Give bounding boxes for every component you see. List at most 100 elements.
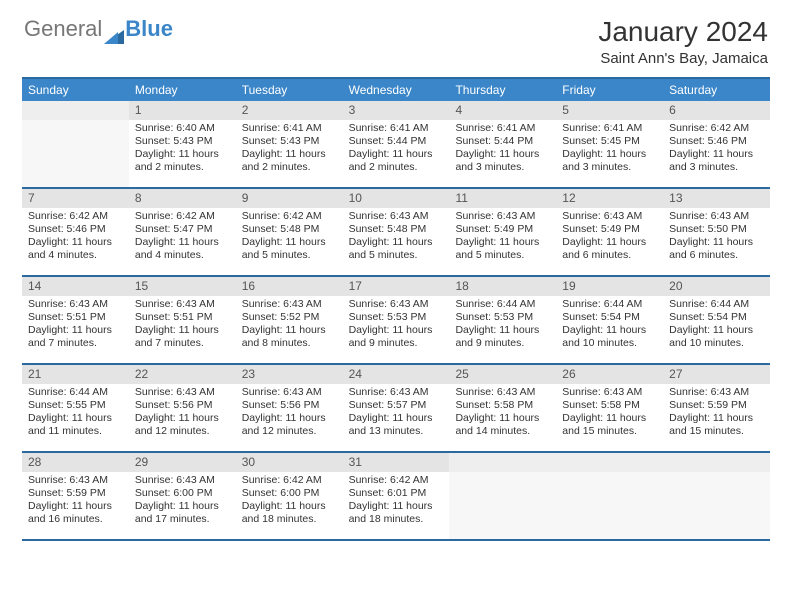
day-cell: 24Sunrise: 6:43 AMSunset: 5:57 PMDayligh… — [343, 365, 450, 451]
day-cell: 15Sunrise: 6:43 AMSunset: 5:51 PMDayligh… — [129, 277, 236, 363]
sunset-text: Sunset: 5:56 PM — [242, 399, 337, 412]
weekday-mon: Monday — [129, 79, 236, 101]
sunrise-text: Sunrise: 6:43 AM — [669, 210, 764, 223]
day-number: 5 — [556, 101, 663, 120]
day-cell: 10Sunrise: 6:43 AMSunset: 5:48 PMDayligh… — [343, 189, 450, 275]
day-number: 4 — [449, 101, 556, 120]
daylight-text: Daylight: 11 hours and 9 minutes. — [349, 324, 444, 350]
logo-sail-icon — [104, 24, 124, 38]
title-block: January 2024 Saint Ann's Bay, Jamaica — [598, 16, 768, 67]
day-cell: 29Sunrise: 6:43 AMSunset: 6:00 PMDayligh… — [129, 453, 236, 539]
sunrise-text: Sunrise: 6:43 AM — [349, 298, 444, 311]
sunrise-text: Sunrise: 6:43 AM — [349, 210, 444, 223]
day-number: 15 — [129, 277, 236, 296]
day-number — [449, 453, 556, 472]
daylight-text: Daylight: 11 hours and 3 minutes. — [562, 148, 657, 174]
location-label: Saint Ann's Bay, Jamaica — [598, 50, 768, 67]
day-body: Sunrise: 6:43 AMSunset: 5:49 PMDaylight:… — [449, 208, 556, 267]
day-number: 27 — [663, 365, 770, 384]
day-cell: 9Sunrise: 6:42 AMSunset: 5:48 PMDaylight… — [236, 189, 343, 275]
day-body: Sunrise: 6:42 AMSunset: 5:46 PMDaylight:… — [663, 120, 770, 179]
day-number: 23 — [236, 365, 343, 384]
sunset-text: Sunset: 5:47 PM — [135, 223, 230, 236]
sunrise-text: Sunrise: 6:41 AM — [562, 122, 657, 135]
sunset-text: Sunset: 5:46 PM — [28, 223, 123, 236]
sunset-text: Sunset: 5:59 PM — [28, 487, 123, 500]
sunrise-text: Sunrise: 6:43 AM — [28, 298, 123, 311]
day-number: 30 — [236, 453, 343, 472]
sunrise-text: Sunrise: 6:41 AM — [349, 122, 444, 135]
day-cell: 6Sunrise: 6:42 AMSunset: 5:46 PMDaylight… — [663, 101, 770, 187]
daylight-text: Daylight: 11 hours and 5 minutes. — [242, 236, 337, 262]
calendar-grid: 1Sunrise: 6:40 AMSunset: 5:43 PMDaylight… — [22, 101, 770, 541]
day-cell: 4Sunrise: 6:41 AMSunset: 5:44 PMDaylight… — [449, 101, 556, 187]
sunset-text: Sunset: 6:00 PM — [135, 487, 230, 500]
week-row: 28Sunrise: 6:43 AMSunset: 5:59 PMDayligh… — [22, 453, 770, 541]
sunset-text: Sunset: 5:49 PM — [562, 223, 657, 236]
day-number: 7 — [22, 189, 129, 208]
day-number: 21 — [22, 365, 129, 384]
day-cell: 3Sunrise: 6:41 AMSunset: 5:44 PMDaylight… — [343, 101, 450, 187]
sunset-text: Sunset: 5:54 PM — [562, 311, 657, 324]
daylight-text: Daylight: 11 hours and 4 minutes. — [28, 236, 123, 262]
sunset-text: Sunset: 5:59 PM — [669, 399, 764, 412]
day-body: Sunrise: 6:42 AMSunset: 5:46 PMDaylight:… — [22, 208, 129, 267]
day-number: 19 — [556, 277, 663, 296]
day-body: Sunrise: 6:43 AMSunset: 5:56 PMDaylight:… — [236, 384, 343, 443]
daylight-text: Daylight: 11 hours and 4 minutes. — [135, 236, 230, 262]
logo-text-2: Blue — [125, 16, 173, 42]
empty-cell — [663, 453, 770, 539]
sunset-text: Sunset: 5:44 PM — [349, 135, 444, 148]
day-number: 28 — [22, 453, 129, 472]
sunrise-text: Sunrise: 6:43 AM — [242, 386, 337, 399]
sunrise-text: Sunrise: 6:42 AM — [242, 210, 337, 223]
weekday-tue: Tuesday — [236, 79, 343, 101]
day-body: Sunrise: 6:43 AMSunset: 5:50 PMDaylight:… — [663, 208, 770, 267]
day-cell: 21Sunrise: 6:44 AMSunset: 5:55 PMDayligh… — [22, 365, 129, 451]
sunrise-text: Sunrise: 6:42 AM — [28, 210, 123, 223]
day-body: Sunrise: 6:43 AMSunset: 5:59 PMDaylight:… — [22, 472, 129, 531]
day-cell: 20Sunrise: 6:44 AMSunset: 5:54 PMDayligh… — [663, 277, 770, 363]
day-cell: 23Sunrise: 6:43 AMSunset: 5:56 PMDayligh… — [236, 365, 343, 451]
sunrise-text: Sunrise: 6:43 AM — [562, 210, 657, 223]
day-cell: 13Sunrise: 6:43 AMSunset: 5:50 PMDayligh… — [663, 189, 770, 275]
day-body: Sunrise: 6:42 AMSunset: 5:48 PMDaylight:… — [236, 208, 343, 267]
day-cell: 22Sunrise: 6:43 AMSunset: 5:56 PMDayligh… — [129, 365, 236, 451]
day-cell: 5Sunrise: 6:41 AMSunset: 5:45 PMDaylight… — [556, 101, 663, 187]
day-number — [663, 453, 770, 472]
day-body: Sunrise: 6:43 AMSunset: 5:58 PMDaylight:… — [556, 384, 663, 443]
day-cell: 26Sunrise: 6:43 AMSunset: 5:58 PMDayligh… — [556, 365, 663, 451]
sunset-text: Sunset: 5:58 PM — [455, 399, 550, 412]
sunset-text: Sunset: 5:56 PM — [135, 399, 230, 412]
day-body: Sunrise: 6:43 AMSunset: 5:51 PMDaylight:… — [22, 296, 129, 355]
sunrise-text: Sunrise: 6:43 AM — [135, 474, 230, 487]
day-cell: 19Sunrise: 6:44 AMSunset: 5:54 PMDayligh… — [556, 277, 663, 363]
sunrise-text: Sunrise: 6:43 AM — [455, 386, 550, 399]
day-cell: 1Sunrise: 6:40 AMSunset: 5:43 PMDaylight… — [129, 101, 236, 187]
day-number: 14 — [22, 277, 129, 296]
sunrise-text: Sunrise: 6:41 AM — [455, 122, 550, 135]
daylight-text: Daylight: 11 hours and 3 minutes. — [669, 148, 764, 174]
day-number: 12 — [556, 189, 663, 208]
sunset-text: Sunset: 6:00 PM — [242, 487, 337, 500]
weekday-fri: Friday — [556, 79, 663, 101]
daylight-text: Daylight: 11 hours and 5 minutes. — [349, 236, 444, 262]
sunset-text: Sunset: 5:53 PM — [349, 311, 444, 324]
sunrise-text: Sunrise: 6:42 AM — [242, 474, 337, 487]
day-body: Sunrise: 6:41 AMSunset: 5:45 PMDaylight:… — [556, 120, 663, 179]
daylight-text: Daylight: 11 hours and 10 minutes. — [669, 324, 764, 350]
daylight-text: Daylight: 11 hours and 18 minutes. — [349, 500, 444, 526]
day-body: Sunrise: 6:43 AMSunset: 5:51 PMDaylight:… — [129, 296, 236, 355]
sunset-text: Sunset: 5:52 PM — [242, 311, 337, 324]
sunset-text: Sunset: 5:53 PM — [455, 311, 550, 324]
day-number — [22, 101, 129, 120]
sunset-text: Sunset: 5:46 PM — [669, 135, 764, 148]
day-body: Sunrise: 6:41 AMSunset: 5:43 PMDaylight:… — [236, 120, 343, 179]
day-number: 13 — [663, 189, 770, 208]
day-body: Sunrise: 6:44 AMSunset: 5:53 PMDaylight:… — [449, 296, 556, 355]
daylight-text: Daylight: 11 hours and 14 minutes. — [455, 412, 550, 438]
daylight-text: Daylight: 11 hours and 16 minutes. — [28, 500, 123, 526]
day-body: Sunrise: 6:43 AMSunset: 5:57 PMDaylight:… — [343, 384, 450, 443]
day-body: Sunrise: 6:43 AMSunset: 5:59 PMDaylight:… — [663, 384, 770, 443]
empty-cell — [556, 453, 663, 539]
